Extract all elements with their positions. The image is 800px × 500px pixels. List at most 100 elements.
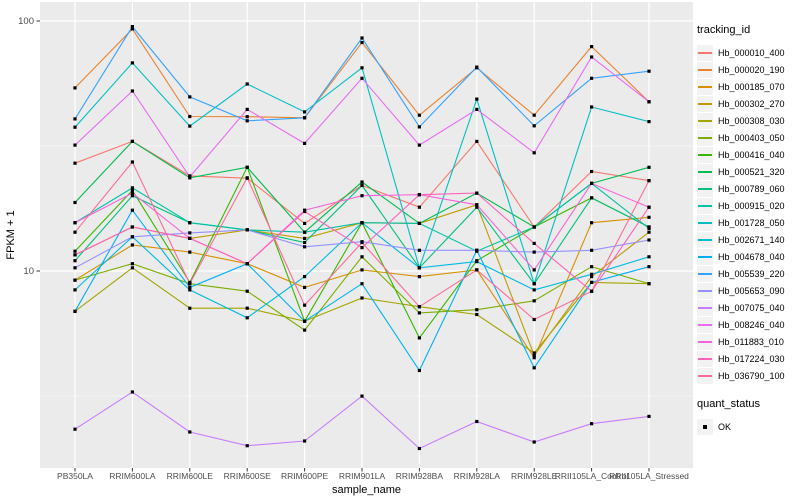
data-point xyxy=(475,139,479,143)
legend-line-icon xyxy=(698,272,712,275)
legend-key-swatch xyxy=(697,231,713,248)
x-tick-label: RRII105LA_Control xyxy=(555,471,629,481)
legend-item-Hb_017224_030: Hb_017224_030 xyxy=(697,350,799,367)
data-point xyxy=(245,165,249,169)
data-point xyxy=(417,143,421,147)
data-point xyxy=(475,308,479,312)
data-point xyxy=(130,89,134,93)
data-point xyxy=(647,165,651,169)
data-point xyxy=(303,303,307,307)
data-point xyxy=(475,107,479,111)
legend-item-Hb_002671_140: Hb_002671_140 xyxy=(697,231,799,248)
data-point xyxy=(245,289,249,293)
data-point xyxy=(475,97,479,101)
data-point xyxy=(590,289,594,293)
data-point xyxy=(73,278,77,282)
data-point xyxy=(303,141,307,145)
legend-item-Hb_000308_030: Hb_000308_030 xyxy=(697,112,799,129)
data-point xyxy=(647,230,651,234)
data-point xyxy=(590,55,594,59)
legend-item-label: Hb_011883_010 xyxy=(718,336,784,347)
legend-item-Hb_000302_270: Hb_000302_270 xyxy=(697,95,799,112)
data-point xyxy=(417,221,421,225)
data-point xyxy=(245,107,249,111)
data-point xyxy=(73,86,77,90)
data-point xyxy=(188,288,192,292)
data-point xyxy=(360,76,364,80)
data-point xyxy=(417,193,421,197)
data-point xyxy=(417,125,421,129)
legend-key-swatch xyxy=(697,78,713,95)
legend-item-Hb_011883_010: Hb_011883_010 xyxy=(697,333,799,350)
data-point xyxy=(73,266,77,270)
data-point xyxy=(245,228,249,232)
data-point xyxy=(73,249,77,253)
data-point xyxy=(130,243,134,247)
data-point xyxy=(417,305,421,309)
data-point xyxy=(475,205,479,209)
data-point xyxy=(73,161,77,165)
data-point xyxy=(532,250,536,254)
legend-item-Hb_008246_040: Hb_008246_040 xyxy=(697,316,799,333)
data-point xyxy=(188,306,192,310)
data-point xyxy=(360,221,364,225)
y-axis-title: FPKM + 1 xyxy=(5,210,17,260)
data-point xyxy=(590,275,594,279)
vertical-gridlines xyxy=(74,2,650,468)
legend-key-swatch xyxy=(697,146,713,163)
legend-key-swatch xyxy=(697,265,713,282)
x-tick-label: RRIM600PE xyxy=(281,471,329,481)
legend-key-swatch xyxy=(697,316,713,333)
data-point xyxy=(590,76,594,80)
x-axis-title: sample_name xyxy=(331,484,402,496)
data-point xyxy=(532,299,536,303)
legend: tracking_id Hb_000010_400 Hb_000020_190 Hb… xyxy=(697,24,799,435)
data-point xyxy=(647,238,651,242)
x-tick-label: RRII105LA_Stressed xyxy=(609,471,689,481)
data-point xyxy=(647,100,651,104)
legend-tracking-items: Hb_000010_400 Hb_000020_190 Hb_000185_070 H… xyxy=(697,44,799,384)
x-tick-label: RRIM600LE xyxy=(167,471,214,481)
data-point xyxy=(73,288,77,292)
data-point xyxy=(360,40,364,45)
legend-key-swatch xyxy=(697,214,713,231)
data-point xyxy=(130,262,134,266)
legend-item-label: Hb_036790_100 xyxy=(718,370,785,381)
data-point xyxy=(73,221,77,225)
y-tick-label: 10 xyxy=(23,266,34,277)
y-tick-label: 100 xyxy=(18,16,34,27)
legend-key-swatch xyxy=(697,333,713,350)
data-point xyxy=(417,205,421,209)
data-point xyxy=(532,356,536,360)
data-point xyxy=(360,183,364,187)
legend-item-Hb_000010_400: Hb_000010_400 xyxy=(697,44,799,61)
data-point xyxy=(475,248,479,252)
data-point xyxy=(245,262,249,266)
legend-key-swatch xyxy=(697,282,713,299)
data-point xyxy=(417,311,421,315)
legend-key-swatch xyxy=(697,129,713,146)
data-point xyxy=(417,266,421,270)
y-tick-labels: 10 100 xyxy=(18,16,34,277)
data-point xyxy=(647,120,651,124)
data-point xyxy=(532,282,536,286)
legend-item-Hb_036790_100: Hb_036790_100 xyxy=(697,367,799,384)
data-point xyxy=(532,288,536,292)
data-point xyxy=(245,316,249,320)
legend-item-Hb_007075_040: Hb_007075_040 xyxy=(697,299,799,316)
data-point xyxy=(188,430,192,434)
data-point xyxy=(303,285,307,289)
data-point xyxy=(245,176,249,180)
legend-key-swatch xyxy=(697,61,713,78)
x-tick-label: RRIM901LA xyxy=(339,471,386,481)
legend-item-label: Hb_000416_040 xyxy=(718,149,785,160)
legend-item-label: Hb_002671_140 xyxy=(718,234,785,245)
data-point xyxy=(590,280,594,284)
legend-item-label: Hb_000915_020 xyxy=(718,200,785,211)
data-point xyxy=(417,113,421,117)
legend-line-icon xyxy=(698,204,712,207)
data-point xyxy=(130,27,134,31)
legend-line-icon xyxy=(698,357,712,360)
data-point xyxy=(360,246,364,250)
